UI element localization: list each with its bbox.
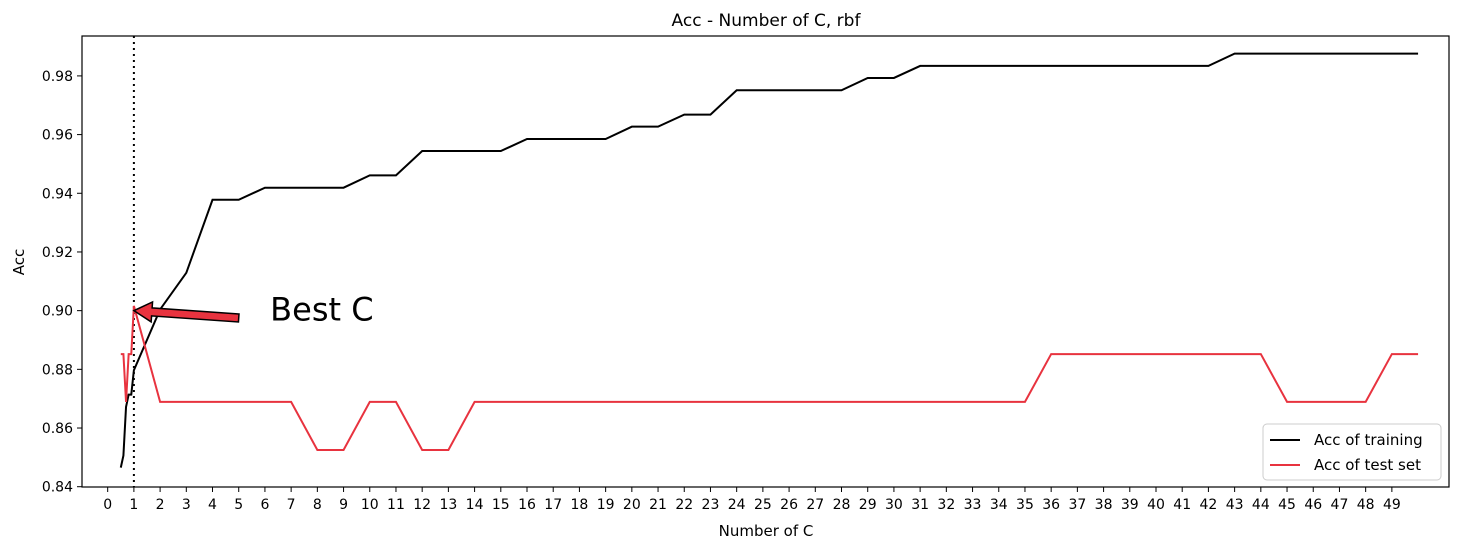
x-tick-label: 34 xyxy=(990,497,1008,513)
x-tick-label: 12 xyxy=(413,497,431,513)
y-tick-label: 0.96 xyxy=(42,128,73,144)
x-tick-label: 30 xyxy=(885,497,903,513)
x-tick-label: 38 xyxy=(1095,497,1113,513)
y-tick-label: 0.92 xyxy=(42,245,73,261)
x-tick-label: 26 xyxy=(780,497,798,513)
series-line-training xyxy=(119,52,1419,468)
legend: Acc of training Acc of test set xyxy=(1262,423,1442,481)
legend-box xyxy=(1262,423,1442,481)
y-tick-label: 0.86 xyxy=(42,421,73,437)
y-tick-label: 0.90 xyxy=(42,304,73,320)
x-tick-label: 7 xyxy=(287,497,296,513)
x-tick-label: 8 xyxy=(313,497,322,513)
x-tick-label: 29 xyxy=(859,497,877,513)
plot-frame xyxy=(81,35,1450,488)
x-tick-label: 45 xyxy=(1278,497,1296,513)
x-tick-label: 9 xyxy=(339,497,348,513)
x-tick-label: 4 xyxy=(208,497,217,513)
legend-label-training: Acc of training xyxy=(1314,431,1423,449)
x-tick-label: 20 xyxy=(623,497,641,513)
x-tick-label: 25 xyxy=(754,497,772,513)
x-tick-label: 6 xyxy=(260,497,269,513)
x-tick-label: 31 xyxy=(911,497,929,513)
x-tick-label: 1 xyxy=(129,497,138,513)
best-c-annotation: Best C xyxy=(270,290,373,328)
y-tick-label: 0.98 xyxy=(42,69,73,85)
x-tick-label: 41 xyxy=(1173,497,1191,513)
x-tick-label: 33 xyxy=(964,497,982,513)
x-axis-label: Number of C xyxy=(719,522,814,540)
y-tick-label: 0.94 xyxy=(42,186,73,202)
x-tick-label: 10 xyxy=(361,497,379,513)
x-tick-label: 47 xyxy=(1331,497,1349,513)
y-tick-label: 0.84 xyxy=(42,480,73,496)
x-tick-label: 49 xyxy=(1383,497,1401,513)
x-tick-label: 42 xyxy=(1199,497,1217,513)
ticks-layer: 0 1 2 3 4 5 6 7 8 9 10 11 12 13 14 15 16 17 18 19 20 21 22 23 24… xyxy=(42,69,1401,513)
x-tick-label: 19 xyxy=(597,497,615,513)
x-tick-label: 3 xyxy=(182,497,191,513)
best-c-arrow xyxy=(132,300,240,324)
legend-label-test: Acc of test set xyxy=(1314,456,1421,474)
chart-title: Acc - Number of C, rbf xyxy=(672,11,862,31)
x-tick-label: 22 xyxy=(675,497,693,513)
x-tick-label: 23 xyxy=(702,497,720,513)
y-axis-label: Acc xyxy=(10,249,28,276)
x-tick-label: 21 xyxy=(649,497,667,513)
y-tick-label: 0.88 xyxy=(42,362,73,378)
x-tick-label: 35 xyxy=(1016,497,1034,513)
x-tick-label: 0 xyxy=(103,497,112,513)
x-tick-label: 15 xyxy=(492,497,510,513)
x-tick-label: 43 xyxy=(1226,497,1244,513)
x-tick-label: 5 xyxy=(234,497,243,513)
x-tick-label: 39 xyxy=(1121,497,1139,513)
series-line-test xyxy=(120,305,1419,452)
x-tick-label: 2 xyxy=(156,497,165,513)
x-tick-label: 37 xyxy=(1068,497,1086,513)
x-tick-label: 11 xyxy=(387,497,405,513)
plot-area: Best C xyxy=(119,36,1419,487)
x-tick-label: 13 xyxy=(439,497,457,513)
x-tick-label: 40 xyxy=(1147,497,1165,513)
x-tick-label: 32 xyxy=(937,497,955,513)
x-tick-label: 28 xyxy=(833,497,851,513)
x-tick-label: 24 xyxy=(728,497,746,513)
x-tick-label: 46 xyxy=(1304,497,1322,513)
x-tick-label: 14 xyxy=(466,497,484,513)
x-tick-label: 16 xyxy=(518,497,536,513)
x-tick-label: 27 xyxy=(806,497,824,513)
x-tick-label: 44 xyxy=(1252,497,1270,513)
x-tick-label: 18 xyxy=(571,497,589,513)
x-tick-label: 17 xyxy=(544,497,562,513)
x-tick-label: 48 xyxy=(1357,497,1375,513)
x-tick-label: 36 xyxy=(1042,497,1060,513)
